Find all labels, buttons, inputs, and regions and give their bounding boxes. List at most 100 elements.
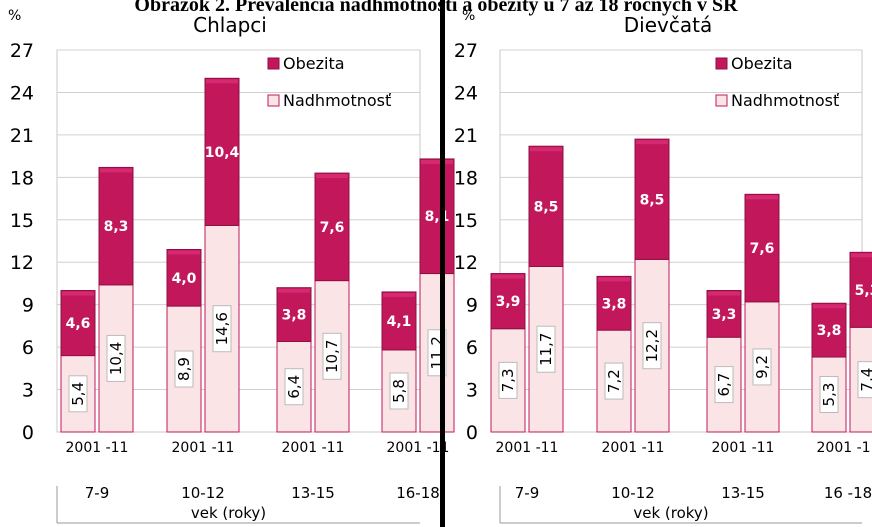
- y-tick-label: 12: [10, 252, 34, 274]
- nadhmotnost-label-box: [819, 376, 839, 414]
- nadhmotnost-label-box: [604, 362, 624, 400]
- y-tick-label: 24: [10, 82, 34, 104]
- nadhmotnost-value-label: 6,7: [715, 373, 733, 397]
- nadhmotnost-label-box: [714, 366, 734, 404]
- x-tick-period: 2001 -11: [496, 440, 559, 456]
- nadhmotnost-value-label: 8,9: [175, 357, 193, 381]
- bar-obezita: [166, 248, 202, 307]
- x-tick-period: 2001 -11: [387, 440, 450, 456]
- x-tick-age: 13-15: [721, 484, 765, 502]
- chart-panel: 0 3 6 9 12 15 18 21 24 27% Chlapci 4,6 5,4 8,3 10,4 200…: [8, 8, 455, 524]
- y-tick-label: 24: [454, 82, 478, 104]
- x-tick-period: 2001 -11: [602, 440, 665, 456]
- y-tick-label: 6: [22, 337, 34, 359]
- nadhmotnost-label-box: [389, 372, 409, 410]
- bar-obezita: [204, 77, 240, 226]
- y-tick-label: 6: [466, 337, 478, 359]
- bar-nadhmotnost: [634, 258, 670, 433]
- bar-highlight: [746, 195, 778, 200]
- obezita-value-label: 8,3: [104, 219, 129, 235]
- x-tick-age: 16-18: [396, 484, 440, 502]
- legend-swatch-obezita: [715, 57, 728, 70]
- obezita-value-label: 3,8: [282, 308, 307, 324]
- bar-highlight: [636, 140, 668, 145]
- x-tick-period: 2001 -11: [817, 440, 872, 456]
- bar-obezita: [528, 145, 564, 267]
- bar-obezita: [811, 302, 847, 358]
- chart-title: Dievčatá: [624, 13, 712, 37]
- legend-label-nadhmotnost: Nadhmotnosť: [283, 91, 391, 110]
- obezita-value-label: 7,6: [320, 220, 345, 236]
- bar-highlight: [851, 253, 872, 258]
- bar-highlight: [62, 291, 94, 296]
- x-tick-age: 10-12: [611, 484, 655, 502]
- nadhmotnost-value-label: 7,3: [499, 368, 517, 392]
- nadhmotnost-label-box: [284, 368, 304, 406]
- nadhmotnost-value-label: 9,2: [753, 355, 771, 379]
- y-tick-label: 15: [454, 210, 478, 232]
- x-tick-period: 2001 -11: [712, 440, 775, 456]
- bar-highlight: [383, 292, 415, 297]
- nadhmotnost-value-label: 5,4: [69, 382, 87, 406]
- obezita-value-label: 8,5: [640, 192, 665, 208]
- nadhmotnost-label-box: [857, 361, 872, 399]
- x-tick-age: 13-15: [291, 484, 335, 502]
- nadhmotnost-label-box: [498, 361, 518, 399]
- x-tick-age: 7-9: [85, 484, 110, 502]
- obezita-value-label: 3,8: [817, 323, 842, 339]
- nadhmotnost-value-label: 10,4: [107, 342, 125, 375]
- nadhmotnost-label-box: [212, 305, 232, 353]
- x-tick-period: 2001 -11: [172, 440, 235, 456]
- x-tick-period: 2001 -11: [282, 440, 345, 456]
- x-axis-label: vek (roky): [191, 504, 266, 522]
- bar-highlight: [206, 79, 238, 84]
- obezita-value-label: 4,1: [387, 314, 412, 330]
- bar-highlight: [316, 174, 348, 179]
- y-tick-label: 9: [466, 295, 478, 317]
- obezita-value-label: 8,1: [425, 209, 450, 225]
- bar-obezita: [98, 166, 134, 286]
- legend-swatch-nadhmotnost: [715, 94, 728, 107]
- y-tick-label: 21: [10, 125, 34, 147]
- x-axis-label: vek (roky): [633, 504, 708, 522]
- bar-obezita: [419, 158, 455, 275]
- bar-highlight: [421, 159, 453, 164]
- nadhmotnost-value-label: 7,4: [858, 368, 872, 392]
- bar-highlight: [530, 147, 562, 152]
- obezita-value-label: 3,3: [712, 307, 737, 323]
- page-title: Obrázok 2. Prevalencia nadhmotnosti a ob…: [134, 0, 738, 16]
- nadhmotnost-label-box: [752, 348, 772, 386]
- legend-label-nadhmotnost: Nadhmotnosť: [731, 91, 839, 110]
- bar-highlight: [813, 304, 845, 309]
- nadhmotnost-value-label: 14,6: [213, 312, 231, 345]
- y-axis-label: %: [462, 8, 475, 24]
- y-tick-label: 3: [466, 380, 478, 402]
- obezita-value-label: 3,9: [496, 294, 521, 310]
- y-axis-label: %: [8, 8, 21, 24]
- obezita-value-label: 8,5: [534, 199, 559, 215]
- y-tick-label: 12: [454, 252, 478, 274]
- obezita-value-label: 10,4: [205, 145, 240, 161]
- nadhmotnost-value-label: 7,2: [605, 369, 623, 393]
- y-tick-label: 21: [454, 125, 478, 147]
- y-tick-label: 18: [10, 167, 34, 189]
- nadhmotnost-label-box: [106, 334, 126, 382]
- bar-highlight: [492, 274, 524, 279]
- nadhmotnost-value-label: 11,7: [537, 333, 555, 366]
- bar-obezita: [706, 290, 742, 338]
- bar-obezita: [381, 291, 417, 351]
- chart-title: Chlapci: [193, 13, 267, 37]
- nadhmotnost-label-box: [68, 375, 88, 413]
- bar-highlight: [278, 288, 310, 293]
- legend-label-obezita: Obezita: [731, 54, 793, 73]
- nadhmotnost-value-label: 5,8: [390, 379, 408, 403]
- obezita-value-label: 4,6: [66, 316, 91, 332]
- bar-obezita: [314, 172, 350, 282]
- obezita-value-label: 3,8: [602, 296, 627, 312]
- bar-obezita: [634, 138, 670, 260]
- nadhmotnost-value-label: 6,4: [285, 375, 303, 399]
- legend-swatch-obezita: [267, 57, 280, 70]
- legend-label-obezita: Obezita: [283, 54, 345, 73]
- bar-highlight: [168, 250, 200, 255]
